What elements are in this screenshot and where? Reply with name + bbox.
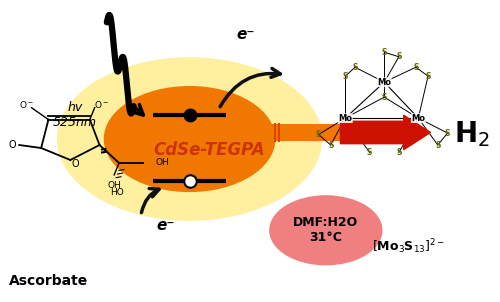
Text: HO: HO [110,188,124,198]
Text: Mo: Mo [412,114,426,123]
Text: e⁻: e⁻ [156,218,174,233]
Text: $[\mathregular{Mo}_3\mathregular{S}_{13}]^{2-}$: $[\mathregular{Mo}_3\mathregular{S}_{13}… [372,237,445,256]
Ellipse shape [58,58,322,220]
Text: S: S [396,52,402,61]
Text: S: S [445,129,450,137]
Text: O$^-$: O$^-$ [94,99,110,110]
Text: S: S [316,130,321,139]
Text: hv
525nm: hv 525nm [53,101,97,129]
Text: S: S [342,72,348,81]
Text: S: S [426,72,430,81]
Text: S: S [328,140,334,149]
Text: Mo: Mo [338,114,352,123]
Text: S: S [352,63,358,72]
Text: Mo: Mo [377,78,391,87]
Text: S: S [367,148,372,157]
Text: S: S [435,140,440,149]
Text: CdSe-TEGPA: CdSe-TEGPA [153,140,265,159]
Text: e⁻: e⁻ [236,27,254,42]
Text: Ascorbate: Ascorbate [9,274,88,288]
Text: H$_2$: H$_2$ [454,120,490,149]
Text: O$^-$: O$^-$ [19,99,34,110]
FancyBboxPatch shape [272,124,340,140]
Text: DMF:H2O
31°C: DMF:H2O 31°C [293,216,358,244]
Ellipse shape [270,196,382,265]
Text: S: S [382,93,387,102]
Text: O: O [72,159,79,169]
Text: S: S [413,63,418,72]
Text: OH: OH [108,181,121,190]
FancyArrow shape [340,115,430,150]
Text: O: O [8,140,16,150]
Text: S: S [382,48,387,57]
Text: S: S [396,148,402,157]
Text: OH: OH [156,159,170,168]
Ellipse shape [104,87,274,191]
